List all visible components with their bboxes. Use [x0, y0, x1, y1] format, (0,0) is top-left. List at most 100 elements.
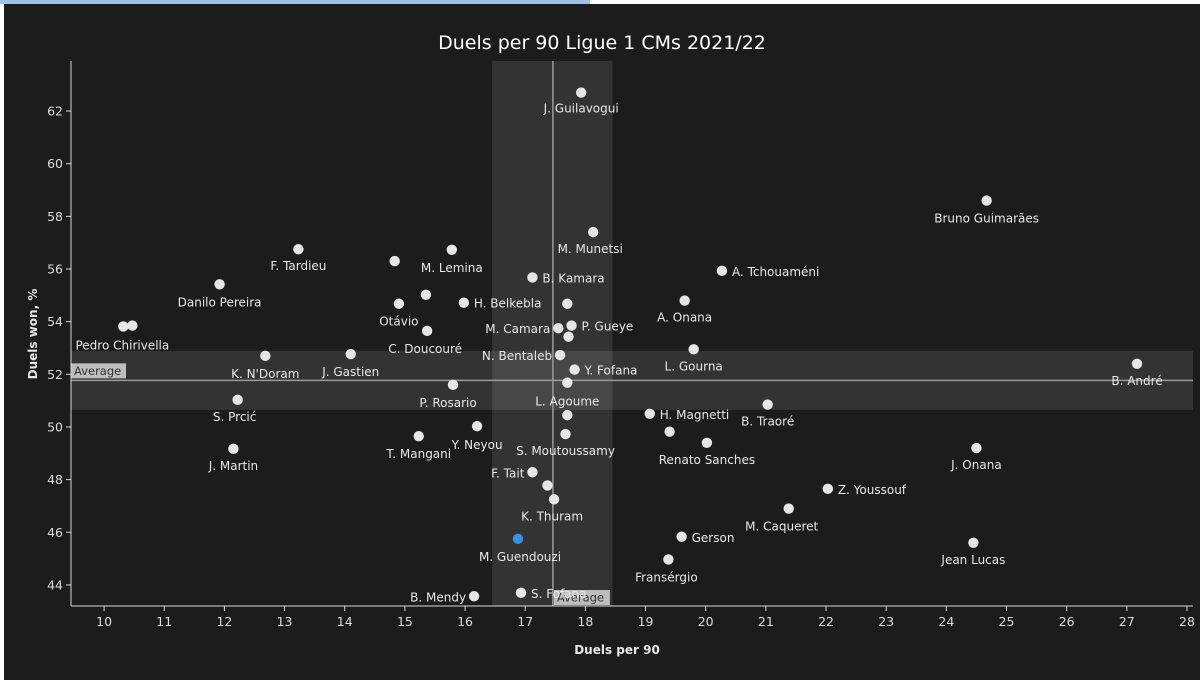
x-average-label-box	[553, 590, 610, 605]
y-axis-title: Duels won, %	[26, 289, 40, 380]
data-point	[822, 483, 834, 495]
data-point	[393, 298, 405, 309]
point-label: M. Caqueret	[745, 520, 818, 534]
x-tick-label: 11	[156, 614, 172, 629]
x-tick-label: 23	[878, 614, 894, 629]
average-bands: Average Average	[71, 61, 1193, 606]
data-point	[420, 289, 432, 300]
axes: 10 11 12 13 14 15 16 17 18 19 20 21 22 23 24 25 26 27 28 44…	[47, 61, 1195, 629]
data-point	[542, 480, 553, 491]
point-label: J. Guilavogui	[543, 102, 619, 116]
x-axis-title: Duels per 90	[574, 643, 660, 657]
data-point	[553, 323, 564, 334]
point-label: P. Gueye	[582, 320, 634, 334]
point-label: Otávio	[379, 315, 418, 329]
data-point	[527, 467, 538, 478]
top-accent-bar	[0, 0, 590, 4]
point-label: J. Gastien	[321, 365, 379, 379]
data-point	[563, 331, 574, 342]
data-point	[554, 349, 566, 361]
y-tick-label: 58	[47, 209, 63, 224]
data-point	[127, 320, 138, 331]
y-tick-label: 60	[47, 156, 63, 171]
point-label: F. Tardieu	[270, 259, 326, 273]
point-label: B. Traoré	[741, 415, 794, 429]
x-tick-label: 14	[337, 614, 353, 629]
point-label: A. Tchouaméni	[732, 265, 819, 279]
y-tick-label: 46	[47, 525, 63, 540]
point-label: M. Munetsi	[558, 242, 623, 256]
x-tick-label: 19	[638, 614, 654, 629]
x-tick-label: 25	[999, 614, 1015, 629]
x-tick-label: 24	[938, 614, 954, 629]
point-label: Z. Youssouf	[838, 483, 907, 497]
point-label: Y. Neyou	[451, 438, 503, 452]
point-label: L. Gourna	[665, 359, 723, 373]
data-point	[664, 426, 675, 437]
y-tick-label: 54	[47, 314, 63, 329]
point-label: Jean Lucas	[940, 553, 1005, 567]
point-label: C. Doucouré	[388, 342, 462, 356]
point-label: M. Camara	[485, 322, 550, 336]
point-label: A. Onana	[657, 311, 712, 325]
data-point	[575, 87, 587, 98]
point-label: H. Magnetti	[660, 408, 730, 422]
x-tick-label: 12	[216, 614, 232, 629]
y-tick-label: 56	[47, 261, 63, 276]
data-point	[458, 297, 470, 308]
point-label: Gerson	[692, 531, 735, 545]
x-tick-label: 13	[277, 614, 293, 629]
y-tick-label: 62	[47, 104, 63, 119]
data-point	[260, 350, 271, 362]
data-point	[762, 399, 773, 410]
data-point	[981, 195, 992, 206]
y-tick-label: 44	[47, 577, 63, 592]
x-tick-label: 17	[517, 614, 533, 629]
point-label: M. Guendouzi	[479, 550, 561, 564]
y-average-label: Average	[71, 363, 126, 379]
x-tick-label: 20	[698, 614, 714, 629]
point-label: S. Fofana	[531, 587, 587, 601]
data-point	[783, 503, 794, 514]
point-labels: J. Guilavogui Bruno Guimarães M. Munetsi F.…	[75, 102, 1162, 605]
x-tick-label: 21	[758, 614, 774, 629]
x-average-label: Average	[553, 590, 610, 605]
x-tick-label: 15	[397, 614, 413, 629]
data-point	[1131, 358, 1143, 369]
x-tick-label: 16	[457, 614, 473, 629]
point-label: K. Thuram	[521, 509, 583, 523]
x-average-label-text: Average	[557, 591, 604, 605]
data-point	[587, 226, 599, 238]
point-label: L. Agoume	[535, 395, 599, 409]
data-point	[468, 591, 480, 602]
y-average-label-box	[71, 363, 126, 379]
point-label: Renato Sanches	[659, 453, 755, 467]
point-label: Pedro Chirivella	[75, 339, 169, 353]
data-point	[676, 531, 687, 542]
y-tick-label: 52	[47, 367, 63, 382]
data-point	[548, 494, 560, 505]
point-label: M. Lemina	[421, 261, 483, 275]
x-tick-label: 26	[1059, 614, 1075, 629]
data-point	[293, 244, 304, 255]
data-point	[716, 265, 728, 277]
point-label: Bruno Guimarães	[934, 212, 1039, 226]
data-point	[345, 348, 356, 360]
data-point	[471, 420, 483, 432]
point-label: J. Onana	[950, 458, 1002, 472]
data-point	[968, 537, 979, 549]
point-label: Y. Fofana	[584, 364, 638, 378]
data-point	[389, 255, 400, 267]
x-tick-label: 18	[577, 614, 593, 629]
chart-title: Duels per 90 Ligue 1 CMs 2021/22	[438, 32, 766, 54]
data-point	[701, 437, 713, 448]
x-tick-label: 22	[818, 614, 834, 629]
data-point	[562, 298, 573, 309]
data-point	[679, 295, 690, 306]
x-tick-label: 28	[1179, 614, 1195, 629]
data-point	[688, 344, 699, 355]
data-point	[566, 320, 577, 331]
point-label: F. Tait	[491, 466, 525, 480]
